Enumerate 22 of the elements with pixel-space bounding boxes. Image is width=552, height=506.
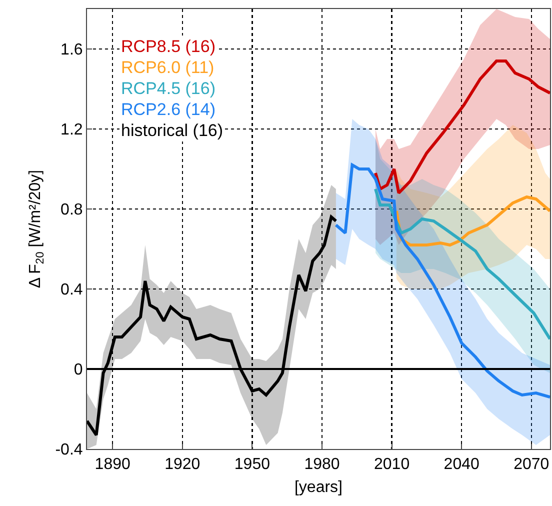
line-series <box>374 188 550 340</box>
text: RCP8.5 (16) <box>121 37 216 56</box>
x-tick-label: 1980 <box>304 456 340 474</box>
x-tick-label: 1890 <box>94 456 130 474</box>
x-axis-title: [years] <box>294 478 343 496</box>
x-tick-label: 1920 <box>164 456 200 474</box>
text: RCP2.6 (14) <box>121 100 216 119</box>
y-tick-label: 1.2 <box>60 122 83 139</box>
y-tick-label: 0.8 <box>60 202 83 219</box>
line-series <box>374 60 550 194</box>
y-tick-label: -0.4 <box>55 442 83 459</box>
x-tick-label: 1950 <box>234 456 270 474</box>
text: RCP4.5 (16) <box>121 79 216 98</box>
text: RCP6.0 (11) <box>121 58 214 77</box>
text: historical (16) <box>121 121 224 140</box>
y-tick-label: 1.6 <box>60 42 83 59</box>
x-tick-label: 2040 <box>444 456 480 474</box>
y-tick-label: 0.4 <box>60 282 83 299</box>
x-tick-label: 2070 <box>514 456 550 474</box>
line-series <box>334 164 550 398</box>
y-tick-label: 0 <box>74 362 83 379</box>
x-tick-label: 2010 <box>374 456 410 474</box>
